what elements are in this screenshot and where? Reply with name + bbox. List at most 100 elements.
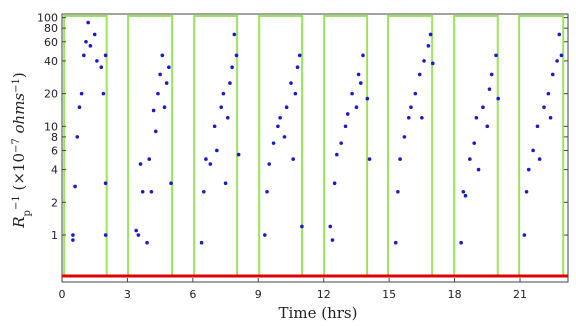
x-tick-label: 0 — [59, 288, 66, 301]
point — [546, 91, 551, 96]
y-label-part: p — [22, 210, 33, 216]
x-tick-label: 6 — [189, 288, 196, 301]
point — [428, 32, 433, 37]
y-label-part: (×10 — [10, 153, 28, 195]
point — [343, 124, 348, 129]
y-label-part: −7 — [11, 138, 22, 153]
point — [476, 167, 481, 172]
point — [215, 148, 219, 153]
point — [136, 233, 141, 237]
window — [258, 15, 304, 278]
point — [225, 115, 230, 120]
point — [524, 189, 529, 194]
point — [282, 135, 287, 139]
point — [335, 152, 339, 157]
window — [193, 15, 239, 278]
point — [232, 32, 237, 37]
point — [526, 167, 531, 172]
point — [95, 59, 99, 63]
y-tick-label: 4 — [51, 164, 58, 177]
point — [396, 189, 400, 194]
point — [212, 124, 217, 129]
y-label-part: ohms — [10, 93, 28, 139]
point — [300, 224, 304, 229]
point — [147, 157, 152, 161]
point — [71, 238, 75, 242]
y-tick-label: 20 — [44, 88, 58, 101]
x-tick-label: 3 — [124, 288, 131, 301]
x-axis-label: Time (hrs) — [279, 304, 358, 322]
y-tick-label: 80 — [44, 22, 58, 35]
point — [328, 224, 333, 229]
y-label-part: ) — [10, 72, 28, 78]
point — [99, 65, 104, 69]
point — [230, 65, 234, 69]
point — [263, 233, 267, 237]
point — [86, 20, 90, 25]
point — [201, 189, 206, 194]
point — [149, 189, 154, 194]
point — [531, 148, 535, 153]
window — [323, 15, 369, 278]
point — [71, 233, 75, 237]
y-label-part: R — [10, 216, 28, 228]
y-label-part: −1 — [11, 78, 22, 93]
point — [430, 61, 435, 66]
y-tick-label: 10 — [44, 120, 58, 133]
point — [496, 96, 501, 101]
point — [522, 233, 527, 237]
point — [103, 181, 108, 185]
y-tick-label: 6 — [51, 144, 58, 157]
point — [474, 115, 479, 120]
point — [271, 141, 276, 145]
point — [417, 72, 422, 77]
point — [350, 91, 354, 96]
point — [169, 181, 173, 185]
point — [228, 81, 232, 85]
window — [453, 15, 499, 278]
point — [402, 135, 407, 139]
point — [160, 53, 165, 58]
point — [199, 240, 204, 245]
point — [84, 39, 88, 44]
x-tick-label: 9 — [255, 288, 262, 301]
point — [487, 87, 492, 91]
point — [398, 157, 402, 161]
point — [472, 141, 477, 145]
point — [79, 91, 84, 96]
point — [156, 91, 160, 96]
point — [330, 238, 335, 242]
y-axis-label: Rp−1 (×10−7 ohms−1) — [10, 72, 33, 228]
point — [234, 53, 239, 58]
point — [278, 115, 282, 120]
point — [426, 44, 431, 48]
point — [463, 193, 468, 198]
point — [151, 108, 156, 113]
point — [208, 162, 213, 166]
y-label-part: −1 — [11, 195, 22, 210]
point — [138, 162, 143, 166]
point — [140, 189, 145, 194]
window — [518, 15, 565, 278]
point — [420, 115, 424, 120]
point — [361, 53, 365, 58]
point — [555, 59, 559, 63]
point — [297, 53, 302, 58]
point — [236, 152, 241, 157]
point — [468, 157, 472, 161]
y-tick-label: 100 — [37, 12, 58, 25]
point — [88, 44, 93, 48]
point — [542, 105, 546, 110]
y-tick-label: 2 — [51, 196, 58, 209]
x-tick-label: 18 — [448, 288, 462, 301]
window — [127, 15, 174, 278]
point — [332, 181, 337, 185]
point — [489, 72, 494, 77]
point — [92, 32, 97, 37]
point — [359, 81, 363, 85]
point — [276, 124, 280, 129]
point — [101, 91, 106, 96]
point — [265, 189, 269, 194]
point — [557, 32, 562, 37]
point — [481, 105, 485, 110]
